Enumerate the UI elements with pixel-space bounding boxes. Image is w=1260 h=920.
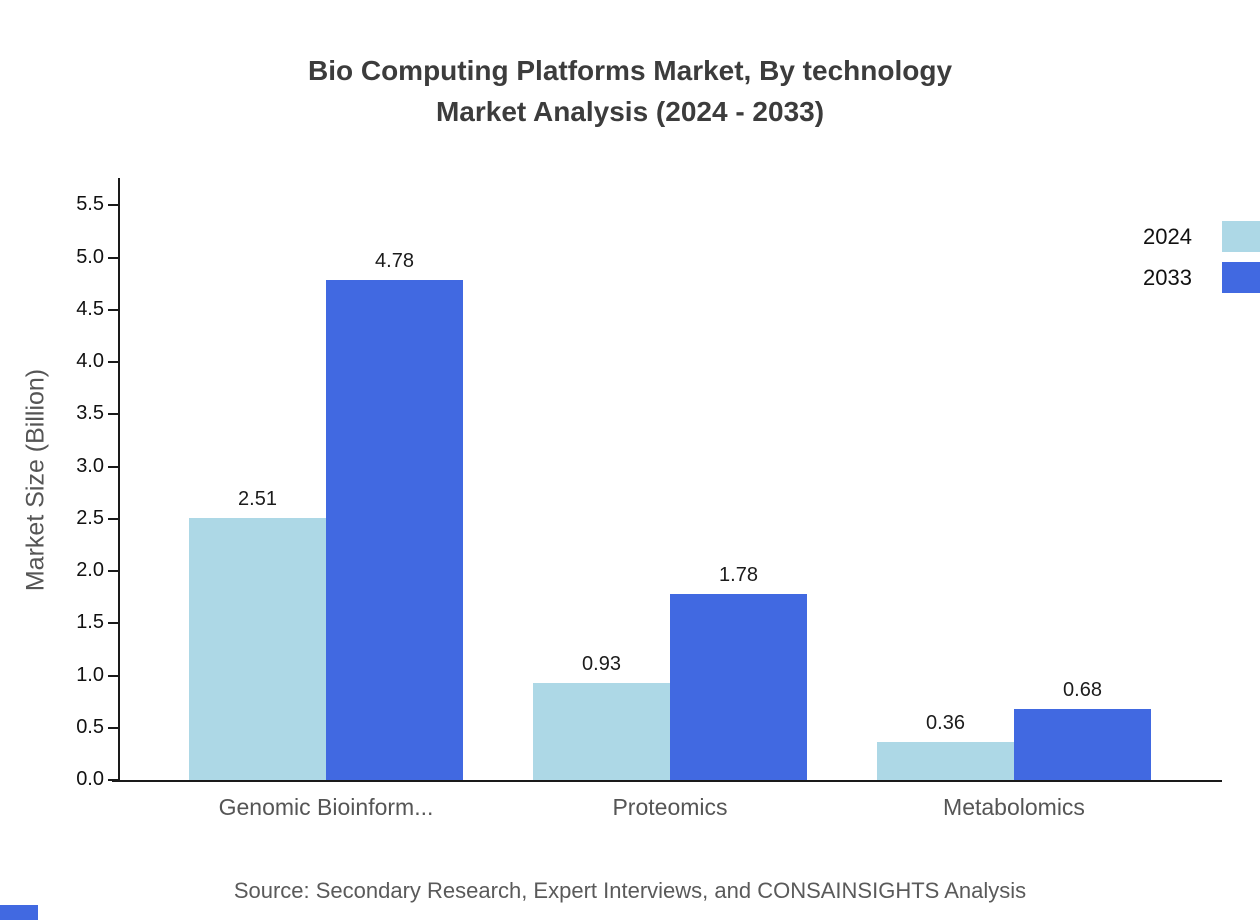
legend-swatch xyxy=(1222,262,1260,293)
y-tick-label: 3.0 xyxy=(76,454,104,477)
legend: 2024 2033 xyxy=(1143,221,1260,303)
legend-item-2033: 2033 xyxy=(1143,262,1260,293)
y-tick-label: 5.5 xyxy=(76,193,104,216)
source-text: Source: Secondary Research, Expert Inter… xyxy=(233,878,1027,903)
y-tick-mark xyxy=(108,413,118,416)
bar-2033-2 xyxy=(670,593,807,780)
bar-2033-1 xyxy=(326,280,463,780)
y-tick-label: 4.0 xyxy=(76,350,104,372)
y-tick-label: 0.5 xyxy=(76,715,104,738)
y-tick-label: 0.0 xyxy=(76,768,104,790)
y-tick-mark xyxy=(108,622,118,625)
y-tick-mark xyxy=(108,517,118,520)
y-tick-mark xyxy=(108,308,118,311)
bar-value-label: 4.78 xyxy=(375,250,414,273)
x-axis-line xyxy=(112,780,1222,782)
legend-item-2024: 2024 xyxy=(1143,221,1260,252)
y-tick-mark xyxy=(108,361,118,363)
chart-title-line-1: Bio Computing Platforms Market, By techn… xyxy=(307,55,953,86)
x-category-label: Proteomics xyxy=(612,794,728,820)
y-tick-label: 5.0 xyxy=(76,245,104,268)
legend-label: 2033 xyxy=(1143,264,1192,290)
y-axis-line xyxy=(118,178,120,782)
y-tick-label: 2.5 xyxy=(76,506,104,529)
y-tick-label: 2.0 xyxy=(76,559,104,581)
bar-2033-3 xyxy=(1014,708,1151,780)
x-category-label: Metabolomics xyxy=(943,794,1085,820)
y-tick-mark xyxy=(108,779,118,781)
bottom-left-blue-mark xyxy=(0,905,38,920)
bar-2024-3 xyxy=(877,742,1014,780)
bar-value-label: 0.68 xyxy=(1063,678,1102,701)
y-tick-mark xyxy=(108,256,118,259)
bar-value-label: 0.93 xyxy=(582,652,621,675)
legend-label: 2024 xyxy=(1143,223,1192,249)
chart-title-line-2: Market Analysis (2024 - 2033) xyxy=(435,96,825,127)
bar-2024-1 xyxy=(189,517,326,780)
chart-title: Bio Computing Platforms Market, By techn… xyxy=(0,50,1260,132)
bar-value-label: 1.78 xyxy=(719,563,758,586)
y-tick-mark xyxy=(108,570,118,572)
bar-value-label: 0.36 xyxy=(926,712,965,735)
y-tick-mark xyxy=(108,465,118,468)
y-tick-mark xyxy=(108,204,118,207)
legend-swatch xyxy=(1222,221,1260,252)
y-tick-mark xyxy=(108,674,118,677)
y-tick-label: 4.5 xyxy=(76,297,104,320)
y-tick-label: 3.5 xyxy=(76,402,104,425)
x-category-label: Genomic Bioinform... xyxy=(218,794,434,820)
y-tick-mark xyxy=(108,726,118,729)
bar-value-label: 2.51 xyxy=(238,487,277,510)
y-tick-label: 1.5 xyxy=(76,611,104,634)
bar-2024-2 xyxy=(533,682,670,780)
y-tick-label: 1.0 xyxy=(76,663,104,686)
